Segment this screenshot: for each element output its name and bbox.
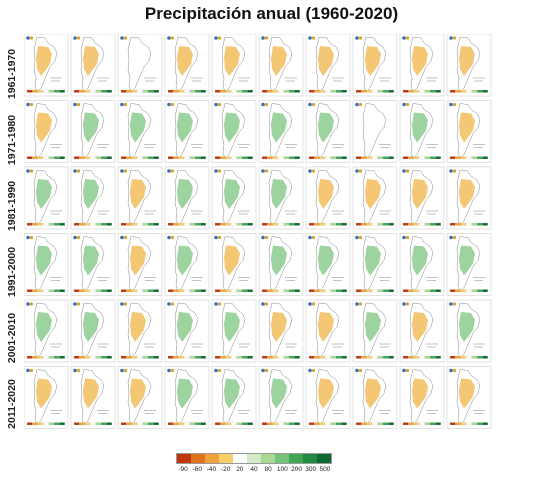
map-panel <box>117 166 163 230</box>
map-title: Precipitación anual (1960-2020) <box>144 4 399 23</box>
map-panel <box>258 166 304 230</box>
legend-tick-label: 80 <box>264 466 272 473</box>
map-panel <box>446 366 492 429</box>
map-panel <box>399 299 445 363</box>
map-panel <box>211 233 257 296</box>
map-panel <box>211 100 257 163</box>
map-panel <box>258 100 304 163</box>
legend-swatch <box>317 454 331 463</box>
map-panel <box>117 299 163 363</box>
map-panel <box>24 299 69 363</box>
row-label: 1971-1980 <box>6 114 18 166</box>
legend-swatch <box>205 454 219 463</box>
map-panel <box>446 166 492 230</box>
map-panel <box>117 233 163 296</box>
map-panel <box>446 299 492 363</box>
map-panel <box>399 100 445 163</box>
map-panel <box>399 34 445 97</box>
map-panel <box>24 233 69 296</box>
map-panel <box>70 233 116 296</box>
map-panel <box>352 100 398 163</box>
map-panel <box>399 233 445 296</box>
precipitation-legend: -90 -60 -40 -20 20 40 80 100 200 300 500 <box>176 453 332 474</box>
map-panel <box>117 366 163 429</box>
map-panel <box>305 233 351 296</box>
legend-swatch <box>233 454 247 463</box>
legend-swatch <box>261 454 275 463</box>
map-panel <box>305 100 351 163</box>
map-panel <box>305 166 351 230</box>
map-panel <box>446 34 492 97</box>
map-panel <box>399 366 445 429</box>
map-panel <box>258 366 304 429</box>
legend-tick-label: 20 <box>236 466 244 473</box>
row-label: 2011-2020 <box>6 379 19 429</box>
legend-tick-label: 200 <box>291 466 302 473</box>
map-panel <box>352 34 398 97</box>
map-panel <box>24 34 69 97</box>
map-panel <box>70 166 116 230</box>
legend-ticks: -90 -60 -40 -20 20 40 80 100 200 300 500 <box>176 464 332 474</box>
map-panel <box>446 233 492 296</box>
legend-color-bar <box>176 453 332 464</box>
map-panel <box>70 34 116 97</box>
map-panel <box>211 299 257 363</box>
map-panel <box>164 166 210 230</box>
legend-swatch <box>177 454 191 463</box>
map-panel <box>24 166 69 230</box>
map-panel <box>117 100 163 163</box>
legend-tick-label: -40 <box>206 466 217 473</box>
legend-swatch <box>289 454 303 463</box>
legend-swatch <box>275 454 289 463</box>
map-panel <box>211 34 257 97</box>
map-panel <box>164 299 210 363</box>
map-panel <box>258 233 304 296</box>
legend-tick-label: -90 <box>178 466 188 473</box>
row-label: 1981-1990 <box>6 180 18 232</box>
legend-tick-label: -20 <box>220 466 231 473</box>
map-panel <box>70 299 116 363</box>
legend-swatch <box>191 454 205 463</box>
row-label: 1991-2000 <box>6 246 18 298</box>
map-panel <box>352 166 398 230</box>
map-panel <box>211 366 257 429</box>
map-panel <box>258 299 304 363</box>
row-label: 1961-1970 <box>6 48 18 100</box>
map-panel <box>352 233 398 296</box>
map-panel <box>164 100 210 163</box>
map-panel <box>305 299 351 363</box>
legend-swatch <box>247 454 261 463</box>
legend-tick-label: 100 <box>276 466 288 473</box>
legend-tick-label: 500 <box>319 466 331 473</box>
legend-tick-label: 300 <box>305 466 317 473</box>
map-panel <box>446 100 492 163</box>
legend-tick-label: 40 <box>250 466 258 473</box>
map-panel <box>164 366 210 429</box>
map-panel <box>70 100 116 163</box>
map-panel <box>352 299 398 363</box>
map-panel <box>305 34 351 97</box>
row-label: 2001-2010 <box>6 312 18 364</box>
legend-swatch <box>219 454 233 463</box>
map-panel <box>164 34 210 97</box>
map-panel <box>24 100 69 163</box>
map-panel <box>24 366 69 429</box>
map-panel <box>117 34 163 97</box>
map-panel <box>164 233 210 296</box>
map-panel <box>211 166 257 230</box>
map-panel-grid <box>24 34 492 429</box>
legend-tick-label: -60 <box>192 466 202 473</box>
map-panel <box>399 166 445 230</box>
map-panel <box>70 366 116 429</box>
map-panel <box>352 366 398 429</box>
map-panel <box>258 34 304 97</box>
map-panel <box>305 366 351 429</box>
legend-swatch <box>303 454 317 463</box>
